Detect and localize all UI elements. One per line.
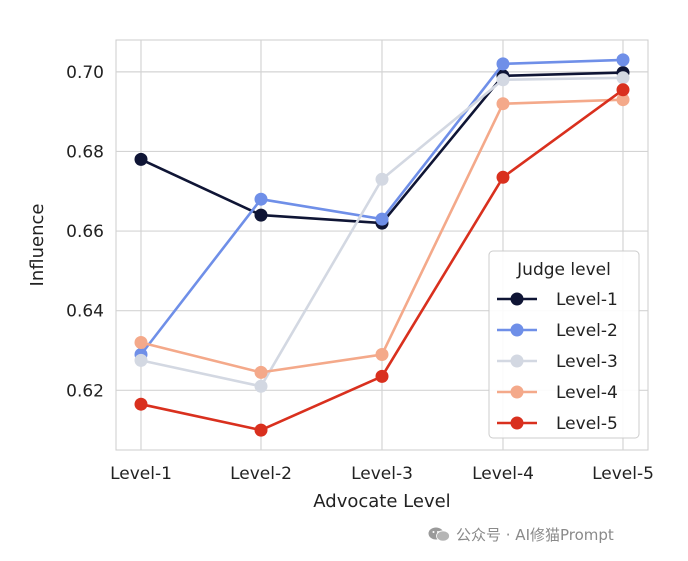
data-point — [375, 369, 389, 383]
y-tick-label: 0.70 — [66, 63, 104, 83]
y-tick-label: 0.66 — [66, 222, 104, 242]
legend-title: Judge level — [516, 260, 611, 280]
data-point — [496, 97, 510, 111]
y-tick-label: 0.62 — [66, 381, 104, 401]
y-axis-label: Influence — [27, 204, 48, 287]
legend: Judge level Level-1 Level-2 Level-3 Level-4… — [488, 250, 640, 439]
x-tick-label: Level-2 — [230, 464, 292, 484]
data-point — [375, 212, 389, 226]
data-point — [254, 379, 268, 393]
series-level-4 — [134, 93, 630, 379]
y-tick-label: 0.68 — [66, 142, 104, 162]
legend-entry: Level-2 — [497, 321, 618, 341]
legend-label: Level-3 — [556, 352, 618, 372]
data-point — [616, 53, 630, 67]
data-point — [134, 353, 148, 367]
data-point — [254, 423, 268, 437]
x-tick-label: Level-3 — [351, 464, 413, 484]
data-point — [134, 152, 148, 166]
x-axis-label: Advocate Level — [313, 491, 450, 512]
y-tick-label: 0.64 — [66, 302, 104, 322]
tick-labels: Level-1 Level-2 Level-3 Level-4 Level-5 0.62 0… — [66, 63, 654, 484]
legend-marker — [510, 385, 524, 399]
data-point — [496, 57, 510, 71]
x-tick-label: Level-5 — [592, 464, 654, 484]
x-tick-label: Level-4 — [472, 464, 534, 484]
watermark: 公众号 · AI修猫Prompt — [428, 524, 614, 545]
x-tick-label: Level-1 — [110, 464, 172, 484]
data-point — [375, 172, 389, 186]
legend-label: Level-1 — [556, 290, 618, 310]
legend-entries: Level-1 Level-2 Level-3 Level-4 Level-5 — [497, 290, 618, 434]
legend-entry: Level-5 — [497, 414, 618, 434]
data-point — [616, 71, 630, 85]
legend-marker — [510, 354, 524, 368]
legend-marker — [510, 323, 524, 337]
legend-label: Level-4 — [556, 383, 618, 403]
legend-label: Level-2 — [556, 321, 618, 341]
watermark-text: 公众号 · AI修猫Prompt — [456, 526, 614, 544]
wechat-icon — [428, 527, 450, 542]
data-point — [616, 83, 630, 97]
data-point — [134, 397, 148, 411]
series-level-3 — [134, 71, 630, 393]
series-level-5 — [134, 83, 630, 437]
data-point — [375, 348, 389, 361]
legend-marker — [510, 416, 524, 430]
legend-entry: Level-1 — [497, 290, 618, 310]
legend-entry: Level-4 — [497, 383, 618, 403]
series-layer — [134, 53, 630, 437]
data-point — [254, 208, 268, 222]
data-point — [496, 73, 510, 87]
legend-marker — [510, 292, 524, 306]
legend-label: Level-5 — [556, 414, 618, 434]
data-point — [254, 192, 268, 206]
data-point — [134, 336, 148, 349]
legend-entry: Level-3 — [497, 352, 618, 372]
data-point — [496, 170, 510, 184]
data-point — [254, 365, 268, 379]
data-point — [616, 93, 630, 107]
